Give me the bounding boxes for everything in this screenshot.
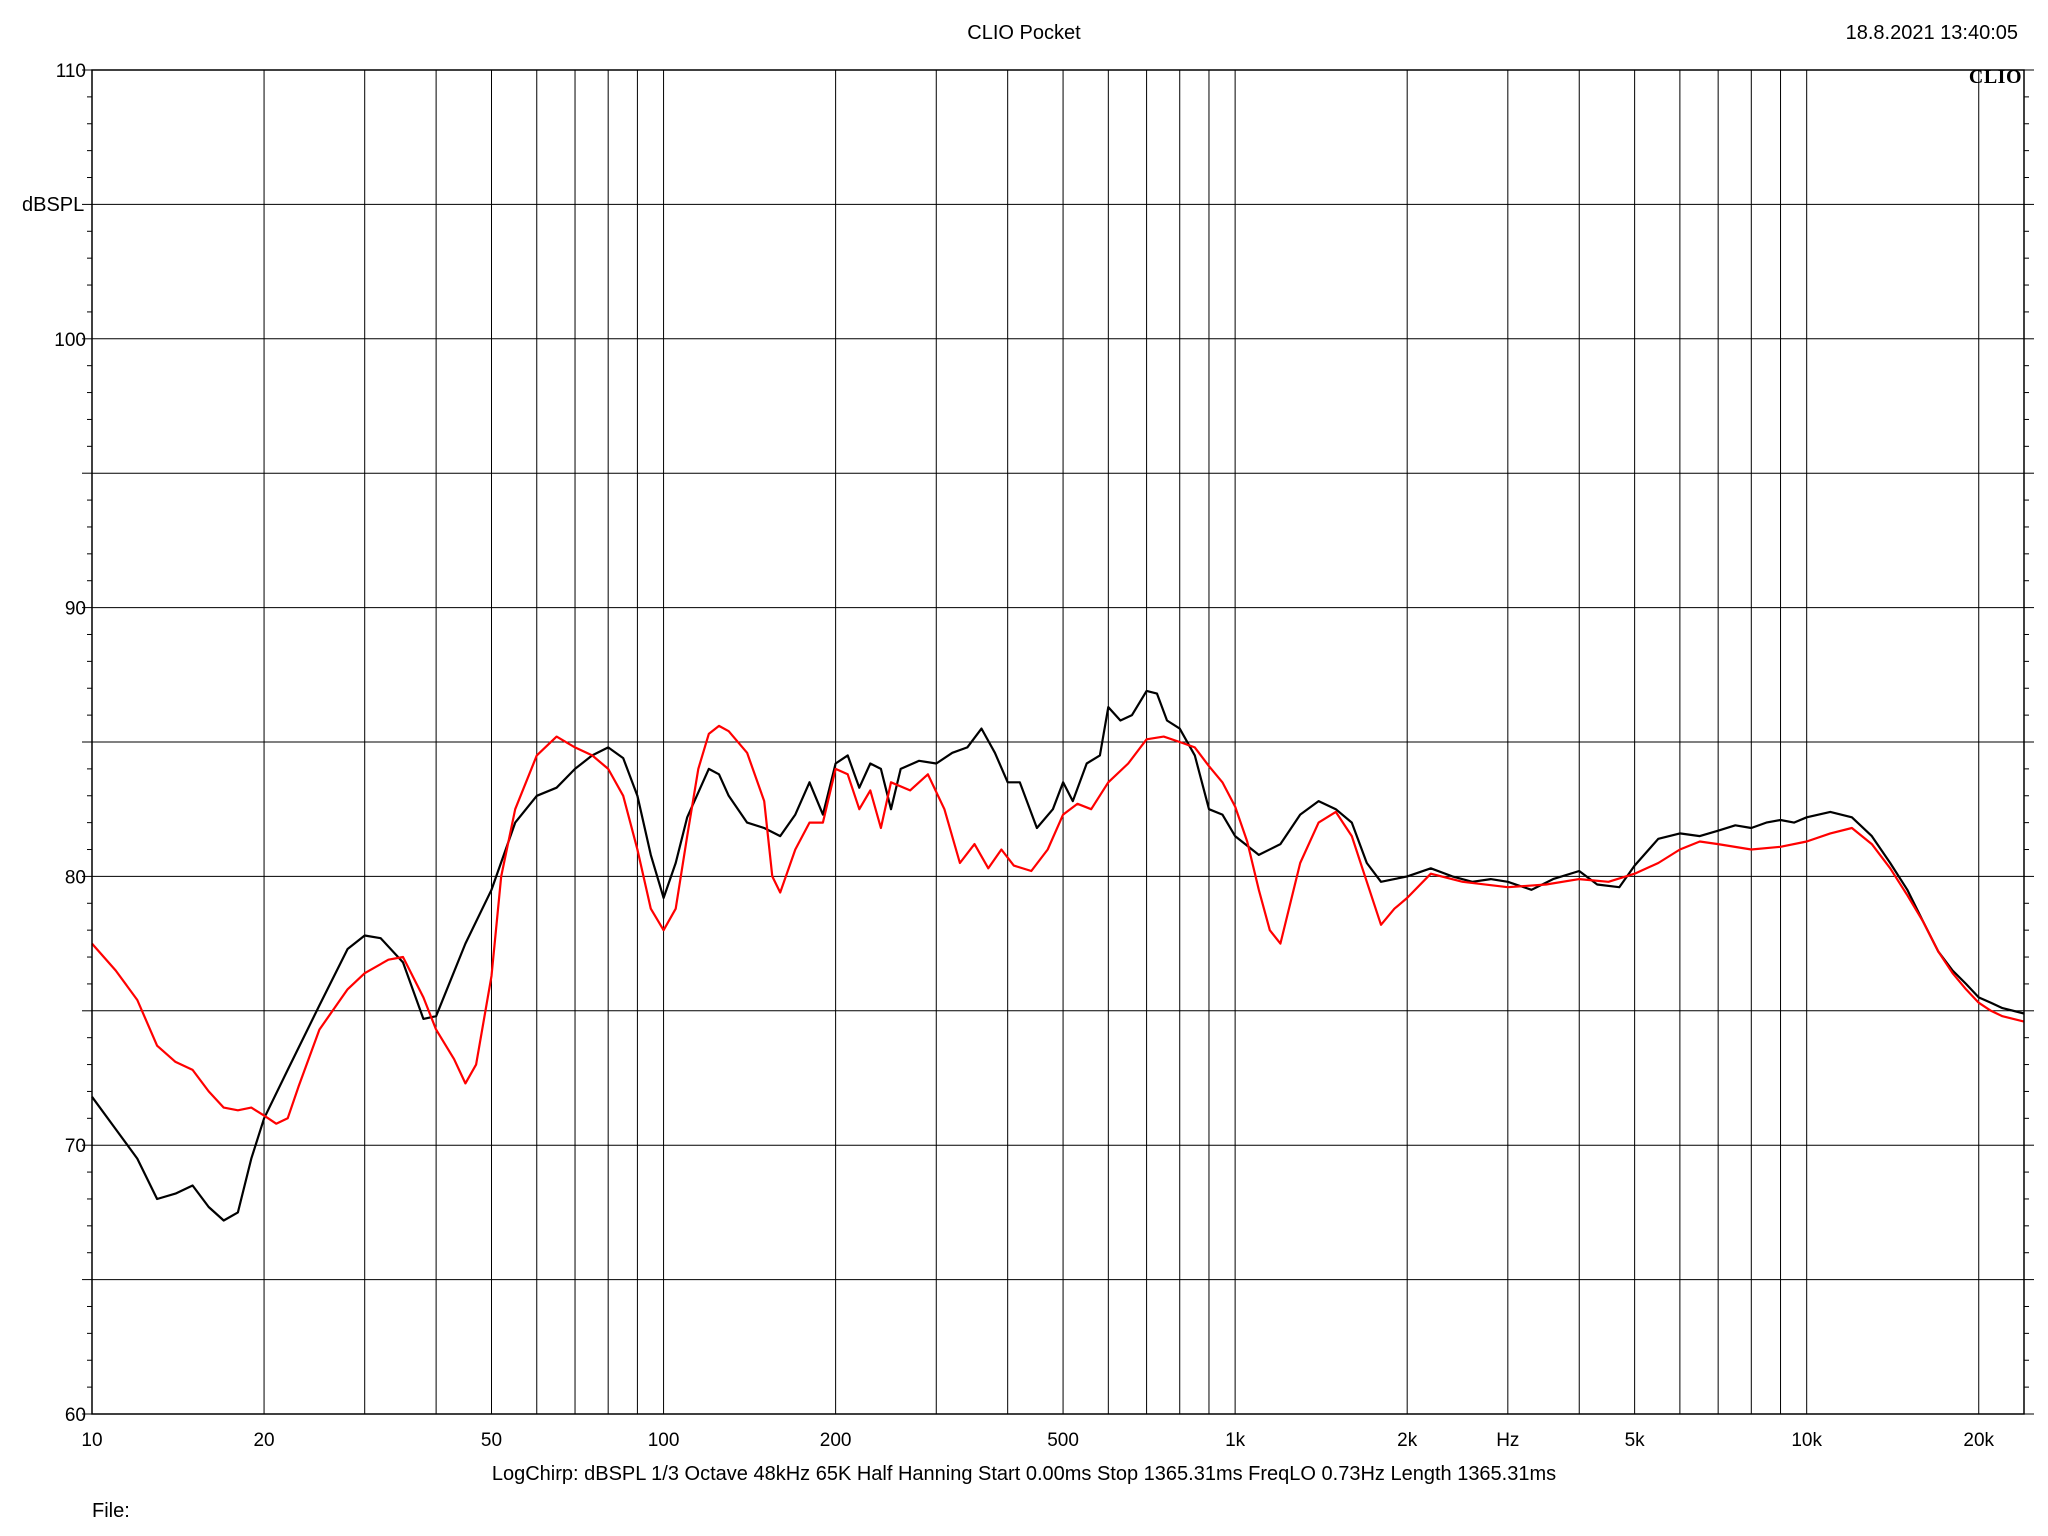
y-tick-label: 60 [65,1405,86,1426]
x-tick-label: 100 [648,1430,680,1451]
grid-lines [92,70,2024,1414]
measurement-settings: LogChirp: dBSPL 1/3 Octave 48kHz 65K Hal… [491,1463,1557,1485]
x-tick-label: 10 [81,1430,102,1451]
x-axis-unit-label: Hz [1496,1430,1519,1451]
y-axis-label: dBSPL [22,194,85,216]
y-tick-label: 80 [65,867,86,888]
y-tick-label: 110 [56,61,86,82]
file-label: File: [92,1500,130,1522]
plot-frame [91,69,2025,1415]
series-line-black [91,689,2025,1222]
x-tick-label: 500 [1047,1430,1079,1451]
y-tick-label: 70 [65,1136,86,1157]
brand-logo: CLIO [1968,66,2022,88]
series-lines [91,689,2025,1222]
x-tick-label: 20 [253,1430,274,1451]
chart-title: CLIO Pocket [967,22,1081,44]
x-tick-label: 1k [1225,1430,1246,1451]
x-tick-label: 200 [820,1430,852,1451]
y-tick-label: 100 [54,330,86,351]
x-tick-label: 2k [1397,1430,1418,1451]
x-tick-label: 50 [481,1430,502,1451]
x-tick-label: 20k [1963,1430,1994,1451]
y-tick-label: 90 [65,599,86,620]
series-line-red [91,724,2025,1125]
timestamp: 18.8.2021 13:40:05 [1845,22,2018,44]
axis-ticks: 60 70 80 90 100 110 10 20 50 100 200 500 1k 2k 5k 10k 20… [54,61,2034,1451]
x-tick-label: 5k [1625,1430,1646,1451]
x-tick-label: 10k [1791,1430,1822,1451]
